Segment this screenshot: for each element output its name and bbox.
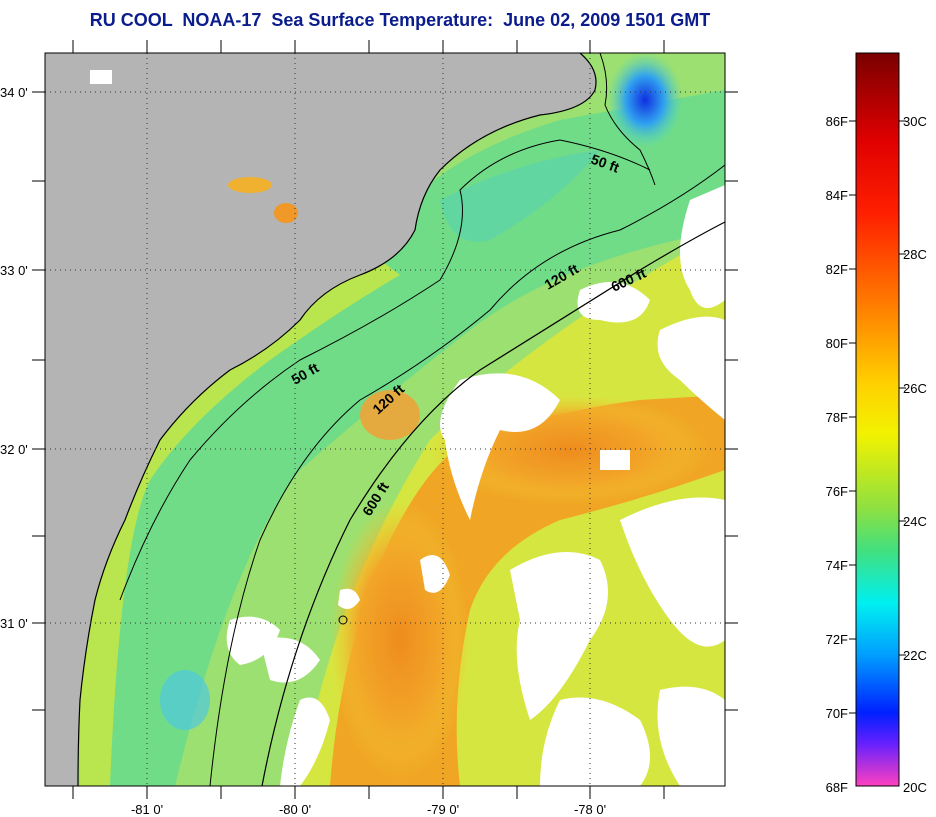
- lon-label-79: -79 0': [427, 802, 459, 817]
- cloud-mask: [226, 185, 725, 786]
- lat-label-33: 33 0': [0, 263, 28, 278]
- contour-120ft: [209, 164, 725, 786]
- colorbar-f-labels: 86F 84F 82F 80F 78F 76F 74F 72F 70F 68F: [826, 114, 848, 795]
- cbar-c-24: 24C: [903, 514, 927, 529]
- shelf-water: [80, 90, 725, 786]
- colorbar: [855, 52, 900, 787]
- cbar-f-80: 80F: [826, 336, 848, 351]
- lon-label-78: -78 0': [574, 802, 606, 817]
- lon-label-80: -80 0': [279, 802, 311, 817]
- cbar-f-68: 68F: [826, 780, 848, 795]
- cbar-c-28: 28C: [903, 247, 927, 262]
- coastline: [77, 53, 597, 786]
- map-frame: [44, 52, 726, 787]
- map-panel: 50 ft 50 ft 120 ft 120 ft 600 ft 600 ft: [45, 53, 725, 786]
- colorbar-c-labels: 30C 28C 26C 24C 22C 20C: [903, 114, 927, 795]
- colorbar-ticks: [849, 120, 906, 714]
- cbar-f-72: 72F: [826, 632, 848, 647]
- graticule: [45, 53, 725, 786]
- cbar-f-78: 78F: [826, 410, 848, 425]
- map-ticks: [32, 40, 738, 799]
- contour-600ft: [261, 221, 725, 786]
- cbar-c-20: 20C: [903, 780, 927, 795]
- land-mass: [45, 53, 596, 786]
- cool-water-patch: [607, 53, 683, 148]
- lat-label-34: 34 0': [0, 85, 28, 100]
- cbar-c-30: 30C: [903, 114, 927, 129]
- cbar-f-74: 74F: [826, 558, 848, 573]
- contour-50ft: [119, 139, 651, 601]
- lat-label-32: 32 0': [0, 442, 28, 457]
- cbar-f-70: 70F: [826, 706, 848, 721]
- cbar-f-84: 84F: [826, 188, 848, 203]
- cape-fear-coast: [599, 53, 656, 186]
- cbar-f-76: 76F: [826, 484, 848, 499]
- map-title: RU COOL NOAA-17 Sea Surface Temperature:…: [89, 10, 711, 30]
- cbar-f-82: 82F: [826, 262, 848, 277]
- lon-label-81: -81 0': [131, 802, 163, 817]
- cbar-f-86: 86F: [826, 114, 848, 129]
- cbar-c-26: 26C: [903, 381, 927, 396]
- cbar-c-22: 22C: [903, 648, 927, 663]
- lat-label-31: 31 0': [0, 616, 28, 631]
